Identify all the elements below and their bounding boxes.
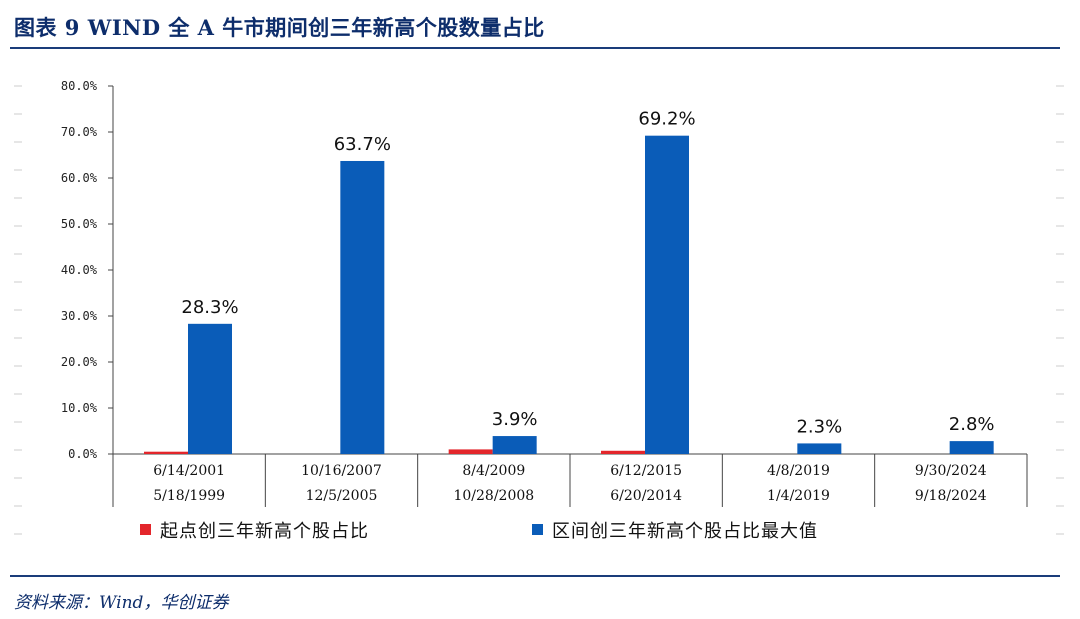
y-tick-label: 50.0% bbox=[61, 217, 98, 231]
source-note: 资料来源：Wind，华创证券 bbox=[14, 593, 229, 613]
category-end-date: 6/12/2015 bbox=[610, 463, 682, 479]
category-end-date: 9/30/2024 bbox=[915, 463, 987, 479]
bar-data-label: 2.8% bbox=[949, 414, 995, 435]
legend-start-swatch bbox=[140, 524, 151, 535]
category-start-date: 9/18/2024 bbox=[915, 488, 987, 504]
bar-start-value bbox=[601, 450, 645, 454]
category-start-date: 5/18/1999 bbox=[153, 488, 225, 504]
legend-max-label: 区间创三年新高个股占比最大值 bbox=[552, 521, 818, 542]
bar-max-value bbox=[797, 443, 842, 454]
bar-chart: 0.0% 10.0% 20.0% 30.0% 40.0% 50.0% 60.0% 70.0% 8… bbox=[14, 79, 1064, 542]
category-end-date: 10/16/2007 bbox=[301, 463, 382, 479]
title-rule bbox=[10, 47, 1060, 49]
category-end-date: 4/8/2019 bbox=[767, 463, 830, 479]
y-tick-label: 70.0% bbox=[61, 125, 98, 139]
bar-data-label: 2.3% bbox=[796, 416, 842, 437]
legend-start-label: 起点创三年新高个股占比 bbox=[160, 521, 369, 542]
bar-data-label: 3.9% bbox=[492, 409, 538, 430]
bar-max-value bbox=[492, 436, 537, 454]
footer-rule bbox=[10, 575, 1060, 577]
category-start-date: 12/5/2005 bbox=[306, 488, 378, 504]
chart-title: 图表 9 WIND 全 A 牛市期间创三年新高个股数量占比 bbox=[14, 15, 545, 40]
y-tick-label: 0.0% bbox=[68, 447, 98, 461]
y-tick-label: 30.0% bbox=[61, 309, 98, 323]
y-tick-label: 10.0% bbox=[61, 401, 98, 415]
bar-start-value bbox=[448, 449, 493, 454]
category-start-date: 6/20/2014 bbox=[610, 488, 682, 504]
category-end-date: 6/14/2001 bbox=[153, 463, 225, 479]
y-tick-label: 20.0% bbox=[61, 355, 98, 369]
category-start-date: 1/4/2019 bbox=[767, 488, 830, 504]
bar-max-value bbox=[188, 323, 232, 454]
bar-max-value bbox=[949, 441, 994, 454]
category-start-date: 10/28/2008 bbox=[453, 488, 534, 504]
y-tick-label: 40.0% bbox=[61, 263, 98, 277]
bar-data-label: 63.7% bbox=[334, 134, 391, 155]
y-tick-label: 80.0% bbox=[61, 79, 98, 93]
bar-max-value bbox=[645, 135, 689, 454]
bar-start-value bbox=[144, 451, 188, 454]
legend-max-swatch bbox=[532, 524, 543, 535]
bar-data-label: 69.2% bbox=[638, 109, 695, 130]
y-tick-label: 60.0% bbox=[61, 171, 98, 185]
bar-data-label: 28.3% bbox=[181, 297, 238, 318]
bar-max-value bbox=[340, 160, 385, 455]
category-end-date: 8/4/2009 bbox=[462, 463, 525, 479]
